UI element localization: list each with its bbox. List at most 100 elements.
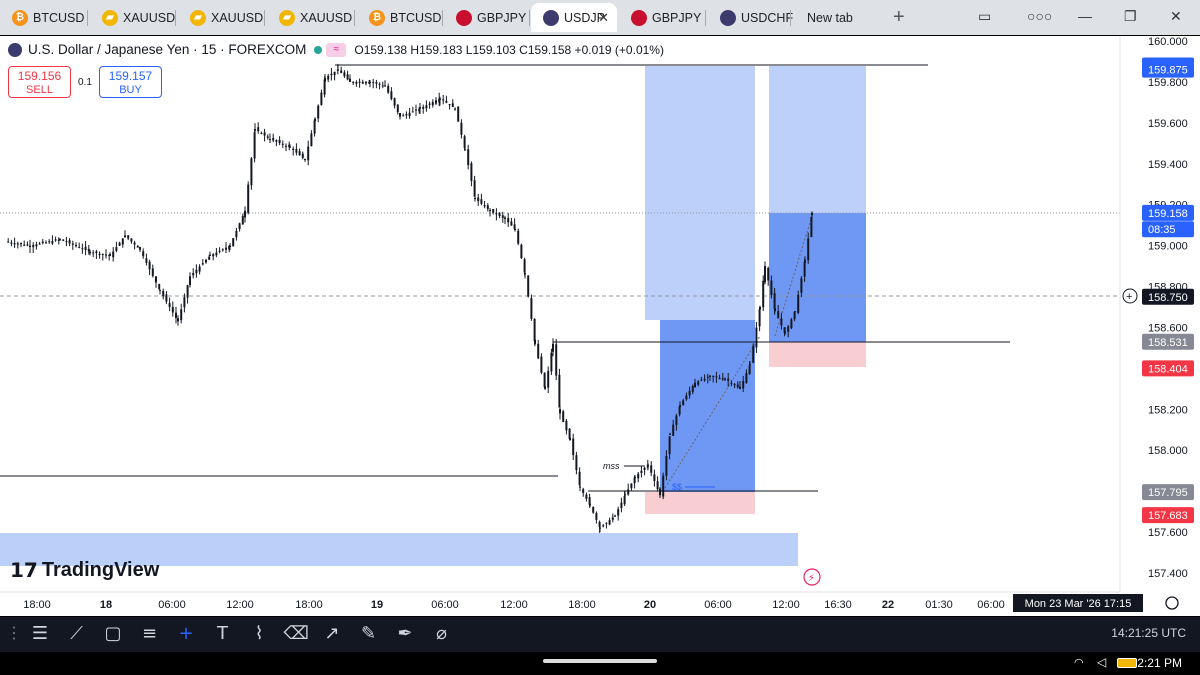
browser-tab[interactable]: GBPJPY [619, 3, 706, 32]
long-position-2-target-zone[interactable] [769, 66, 866, 213]
home-indicator[interactable] [543, 659, 657, 663]
close-window-icon[interactable]: ✕ [1170, 8, 1182, 24]
time-cursor-tag[interactable] [1013, 594, 1143, 612]
candle-body [266, 136, 269, 138]
candle-body [130, 238, 133, 242]
tradingview-logo[interactable]: 𝟭𝟳 TradingView [10, 558, 159, 583]
buy-label: BUY [119, 84, 142, 96]
more-icon[interactable]: ○○○ [1027, 8, 1053, 24]
candle-body [682, 400, 685, 406]
browser-tab[interactable]: ₿ BTCUSD [0, 3, 88, 32]
eraser-icon[interactable]: ⌫ [283, 623, 309, 644]
ss-annotation[interactable]: $$ [672, 482, 682, 492]
crosshair-icon[interactable]: + [178, 623, 194, 644]
price-chart[interactable]: mss$$⚡160.000159.800159.600159.400159.20… [0, 36, 1200, 616]
add-alert-plus-icon[interactable] [1122, 288, 1138, 304]
sell-button[interactable]: 159.156 SELL [8, 66, 71, 98]
tab-separator [175, 10, 176, 26]
long-position-profit-zone[interactable] [660, 320, 755, 492]
candle-body [620, 502, 623, 509]
candle-body [165, 294, 168, 302]
candle-body [624, 494, 626, 496]
candle-body [547, 370, 550, 388]
chart-area[interactable]: mss$$⚡160.000159.800159.600159.400159.20… [0, 36, 1200, 616]
price-label-tag[interactable] [1142, 204, 1194, 221]
price-label-tag[interactable] [1142, 507, 1194, 524]
candle-body [330, 73, 333, 76]
candle-body [498, 213, 501, 217]
candle-body [159, 289, 161, 291]
candle-body [700, 379, 703, 381]
time-tick-label: 18 [100, 599, 112, 611]
candle-body [151, 268, 154, 276]
browser-tab[interactable]: USDJP ✕ [531, 3, 617, 32]
candle-body [721, 378, 724, 380]
trend-line-icon[interactable]: ⟋ [70, 623, 83, 644]
browser-tab[interactable]: ▰ XAUUSD [178, 3, 265, 32]
browser-tab[interactable]: GBPJPY [444, 3, 530, 32]
minimize-icon[interactable]: — [1078, 8, 1092, 24]
candle-body [672, 424, 675, 436]
symbol-title[interactable]: U.S. Dollar / Japanese Yen · 15 · FOREXC… [28, 42, 307, 57]
time-axis[interactable] [0, 592, 1200, 616]
candle-body [78, 247, 81, 249]
demand-zone[interactable] [0, 533, 798, 566]
candle-body [637, 473, 640, 479]
long-position-stop-zone[interactable] [645, 492, 755, 514]
utc-clock[interactable]: 14:21:25 UTC [1111, 626, 1186, 640]
chart-settings-gear-icon[interactable] [1165, 596, 1179, 610]
long-position-2-profit-zone[interactable] [769, 213, 866, 342]
buy-button[interactable]: 159.157 BUY [99, 66, 162, 98]
price-label-tag[interactable] [1142, 360, 1194, 377]
tab-separator [705, 10, 706, 26]
toolbar-handle-icon[interactable]: ⋮ [6, 625, 22, 642]
browser-tab[interactable]: New tab [793, 3, 887, 32]
new-tab-plus-icon[interactable]: + [893, 6, 905, 28]
candle-body [175, 312, 177, 318]
pen-icon[interactable]: ✒ [397, 623, 413, 644]
time-tick-label: 06:00 [158, 599, 186, 611]
text-icon[interactable]: T [217, 623, 228, 644]
candle-body [634, 476, 636, 478]
candle-body [504, 217, 506, 220]
price-label-tag[interactable] [1142, 61, 1194, 78]
candle-body [250, 158, 253, 186]
candle-body [340, 70, 343, 73]
rectangle-icon[interactable]: ▢ [104, 623, 122, 644]
browser-tab[interactable]: ▰ XAUUSD [90, 3, 176, 32]
candle-body [346, 74, 349, 80]
candle-body [310, 133, 313, 147]
long-position-target-zone[interactable] [645, 66, 755, 320]
measure-icon[interactable]: ⌀ [436, 623, 447, 644]
display-icon[interactable]: ▭ [978, 8, 992, 24]
restore-icon[interactable]: ❐ [1124, 8, 1137, 24]
brush-icon[interactable]: ✎ [360, 623, 377, 644]
browser-tab[interactable]: USDCHF [708, 3, 793, 32]
long-position-2-stop-zone[interactable] [769, 342, 866, 367]
indicator-badge[interactable]: ≈ [326, 42, 347, 57]
flash-icon[interactable] [803, 568, 821, 586]
arrow-icon[interactable]: ↗ [324, 623, 340, 644]
candle-body [98, 253, 101, 256]
time-tick-label: 12:00 [500, 599, 528, 611]
candle-body [254, 128, 256, 131]
browser-tab[interactable]: ₿ BTCUSD [357, 3, 443, 32]
tab-separator [354, 10, 355, 26]
price-label-text: 159.875 [1148, 65, 1188, 77]
fib-icon[interactable]: ≡ [141, 623, 158, 644]
candle-body [715, 376, 718, 378]
candle-body [627, 489, 630, 495]
candle-body [45, 242, 47, 244]
price-label-tag[interactable] [1142, 221, 1194, 238]
close-tab-icon[interactable]: ✕ [598, 9, 609, 25]
gold-icon: ▰ [190, 9, 206, 26]
path-icon[interactable]: ⌇ [254, 623, 264, 644]
candle-body [767, 268, 770, 281]
price-label-tag[interactable] [1142, 484, 1194, 501]
settings-lines-icon[interactable]: ☰ [31, 623, 49, 644]
price-label-tag[interactable] [1142, 333, 1194, 350]
price-label-tag[interactable] [1142, 288, 1194, 305]
lot-size[interactable]: 0.1 [78, 77, 92, 88]
mss-annotation[interactable]: mss [603, 461, 620, 471]
browser-tab[interactable]: ▰ XAUUSD [267, 3, 355, 32]
